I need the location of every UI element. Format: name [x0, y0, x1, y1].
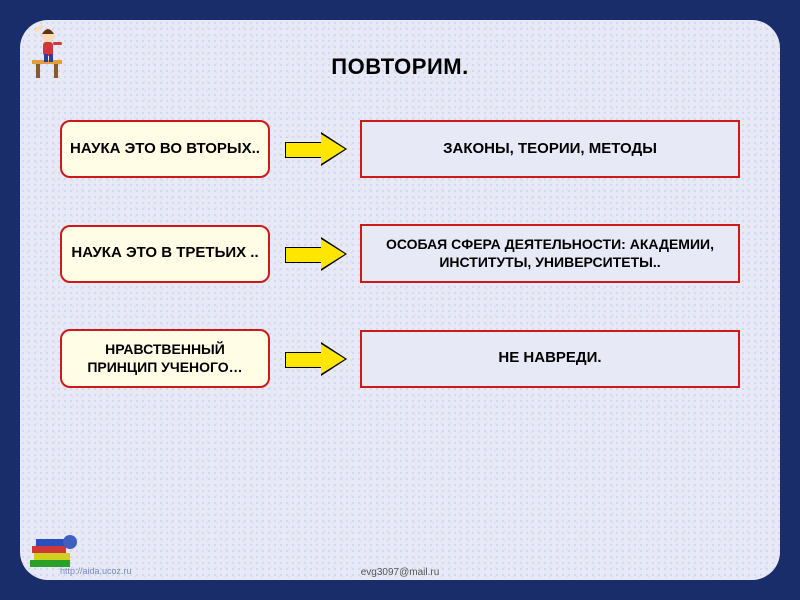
student-figure-icon — [26, 22, 74, 82]
arrow-1 — [270, 136, 360, 162]
right-box-1: ЗАКОНЫ, ТЕОРИИ, МЕТОДЫ — [360, 120, 740, 178]
footer-url: http://aida.ucoz.ru — [60, 566, 132, 576]
right-box-3: НЕ НАВРЕДИ. — [360, 330, 740, 388]
left-box-1: НАУКА ЭТО ВО ВТОРЫХ.. — [60, 120, 270, 178]
left-box-2: НАУКА ЭТО В ТРЕТЬИХ .. — [60, 225, 270, 283]
slide-title: ПОВТОРИМ. — [20, 54, 780, 80]
arrow-2 — [270, 241, 360, 267]
rows-container: НАУКА ЭТО ВО ВТОРЫХ.. ЗАКОНЫ, ТЕОРИИ, МЕ… — [60, 120, 740, 434]
arrow-3 — [270, 346, 360, 372]
row-2: НАУКА ЭТО В ТРЕТЬИХ .. ОСОБАЯ СФЕРА ДЕЯТ… — [60, 224, 740, 283]
row-1: НАУКА ЭТО ВО ВТОРЫХ.. ЗАКОНЫ, ТЕОРИИ, МЕ… — [60, 120, 740, 178]
footer-email: evg3097@mail.ru — [20, 567, 780, 578]
slide-frame: ПОВТОРИМ. НАУКА ЭТО ВО ВТОРЫХ.. ЗАКОНЫ, … — [0, 0, 800, 600]
right-box-2: ОСОБАЯ СФЕРА ДЕЯТЕЛЬНОСТИ: АКАДЕМИИ, ИНС… — [360, 224, 740, 283]
row-3: НРАВСТВЕННЫЙ ПРИНЦИП УЧЕНОГО… НЕ НАВРЕДИ… — [60, 329, 740, 388]
slide-inner: ПОВТОРИМ. НАУКА ЭТО ВО ВТОРЫХ.. ЗАКОНЫ, … — [20, 20, 780, 580]
left-box-3: НРАВСТВЕННЫЙ ПРИНЦИП УЧЕНОГО… — [60, 329, 270, 388]
